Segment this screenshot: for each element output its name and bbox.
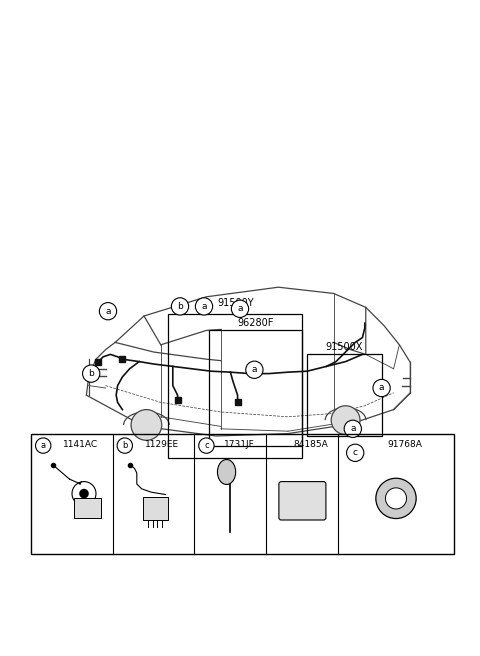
Circle shape <box>195 298 213 315</box>
Text: a: a <box>252 365 257 375</box>
Text: 1141AC: 1141AC <box>63 440 98 449</box>
Text: b: b <box>122 441 128 450</box>
Circle shape <box>99 302 117 320</box>
Text: 91500Y: 91500Y <box>217 298 253 308</box>
Text: a: a <box>41 441 46 450</box>
Circle shape <box>83 365 100 382</box>
Text: 1731JF: 1731JF <box>224 440 254 449</box>
Circle shape <box>171 298 189 315</box>
Bar <box>209 331 302 445</box>
Circle shape <box>385 488 407 509</box>
Bar <box>74 499 101 518</box>
Circle shape <box>199 438 214 453</box>
Bar <box>143 497 168 520</box>
Text: 1129EE: 1129EE <box>145 440 180 449</box>
Bar <box>307 354 382 436</box>
FancyBboxPatch shape <box>279 482 326 520</box>
Circle shape <box>79 489 89 499</box>
Ellipse shape <box>217 459 236 485</box>
Text: 84185A: 84185A <box>294 440 328 449</box>
Circle shape <box>246 361 263 379</box>
Text: c: c <box>204 441 209 450</box>
Text: a: a <box>201 302 207 311</box>
Circle shape <box>373 379 390 397</box>
Circle shape <box>347 444 364 461</box>
Circle shape <box>36 438 51 453</box>
Circle shape <box>344 420 361 438</box>
Bar <box>168 314 302 458</box>
Bar <box>31 434 454 554</box>
Text: a: a <box>379 384 384 392</box>
Circle shape <box>331 406 360 434</box>
Text: a: a <box>105 307 111 316</box>
Circle shape <box>231 300 249 318</box>
Text: b: b <box>88 369 94 378</box>
Text: 91768A: 91768A <box>387 440 422 449</box>
Text: a: a <box>350 424 356 434</box>
Text: b: b <box>177 302 183 311</box>
Text: c: c <box>353 448 358 457</box>
Circle shape <box>117 438 132 453</box>
Text: 96280F: 96280F <box>238 318 274 328</box>
Circle shape <box>131 409 162 440</box>
Circle shape <box>376 478 416 518</box>
Text: 91500X: 91500X <box>326 342 363 352</box>
Text: a: a <box>237 304 243 314</box>
